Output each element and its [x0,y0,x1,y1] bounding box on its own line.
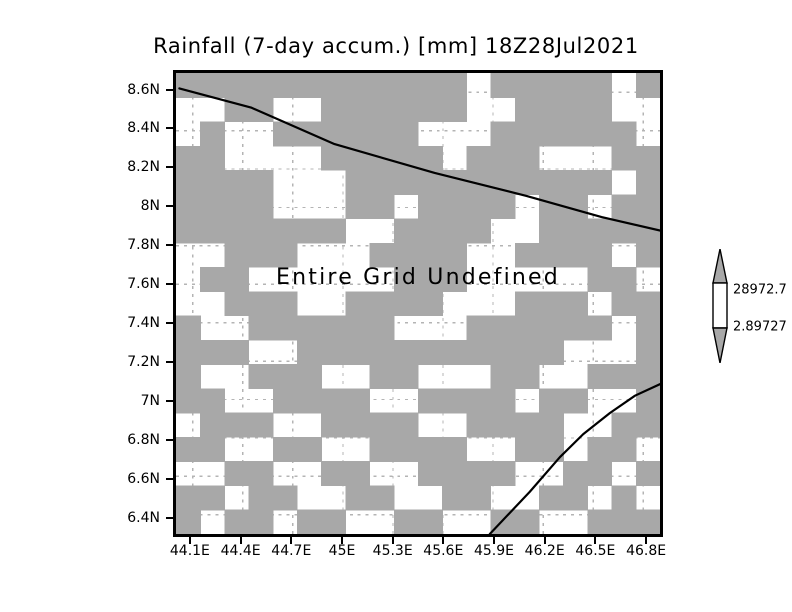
x-axis-tick-label: 44.7E [271,543,312,559]
heatmap-raster [176,73,660,534]
y-axis-tick-label: 7N [140,392,160,409]
x-axis-tick-mark [645,537,648,544]
y-axis-tick-mark [166,516,173,519]
y-axis-tick-label: 6.6N [127,470,160,487]
page-title: Rainfall (7-day accum.) [mm] 18Z28Jul202… [153,34,639,58]
y-axis-tick-mark [166,438,173,441]
y-axis-tick-label: 8.2N [127,159,160,176]
y-axis-tick-label: 8N [140,198,160,215]
colorbar-shape [712,249,728,363]
x-axis-tick-label: 45E [328,543,356,559]
x-axis-tick-mark [188,537,191,544]
colorbar-upper-label: 28972.7 [733,282,787,298]
x-axis-tick-label: 45.9E [473,543,515,559]
x-axis-tick-label: 44.4E [220,543,261,559]
y-axis-tick-mark [166,399,173,402]
y-axis-tick-mark [166,477,173,480]
y-axis-tick-label: 8.4N [127,120,160,137]
x-axis-tick-label: 44.1E [169,543,210,559]
y-axis-tick-label: 7.4N [127,315,160,331]
y-axis-labels: 8.6N 8.4N 8.2N 8N 7.8N 7.6N 7.4N 7.2N 7N 6.8N 6.6N… [96,0,160,612]
x-axis-tick-mark [442,537,445,544]
x-axis-tick-label: 45.3E [372,543,413,559]
y-axis-tick-label: 7.2N [127,353,160,370]
x-axis-tick-mark [543,537,546,544]
map-border-lines [178,87,660,534]
x-axis-tick-mark [341,537,343,544]
x-axis-tick-label: 46.5E [575,543,616,559]
y-axis-tick-label: 8.6N [127,81,160,98]
x-axis-tick-label: 46.2E [524,543,565,559]
y-axis-tick-mark [166,322,173,324]
x-axis-tick-mark [493,537,495,544]
x-axis-tick-label: 46.8E [626,543,667,559]
x-axis-tick-label: 45.6E [423,543,464,559]
y-axis-tick-label: 7.8N [127,237,160,254]
colorbar[interactable] [707,249,737,363]
y-axis-tick-mark [166,244,173,247]
y-axis-tick-mark [166,166,173,169]
y-axis-tick-mark [166,127,173,130]
y-axis-tick-label: 6.8N [127,431,160,448]
y-axis-tick-mark [166,88,173,91]
colorbar-lower-label: 2.89727 [733,319,787,335]
y-axis-tick-label: 7.6N [127,276,160,292]
y-axis-tick-mark [166,283,173,285]
x-axis-tick-mark [290,537,293,544]
y-axis-tick-mark [166,205,173,208]
x-axis-tick-mark [594,537,597,544]
y-axis-tick-mark [166,360,173,363]
plot-area[interactable] [173,70,663,537]
x-axis-tick-mark [391,537,394,544]
y-axis-tick-label: 6.4N [127,509,160,526]
x-axis-tick-mark [239,537,242,544]
